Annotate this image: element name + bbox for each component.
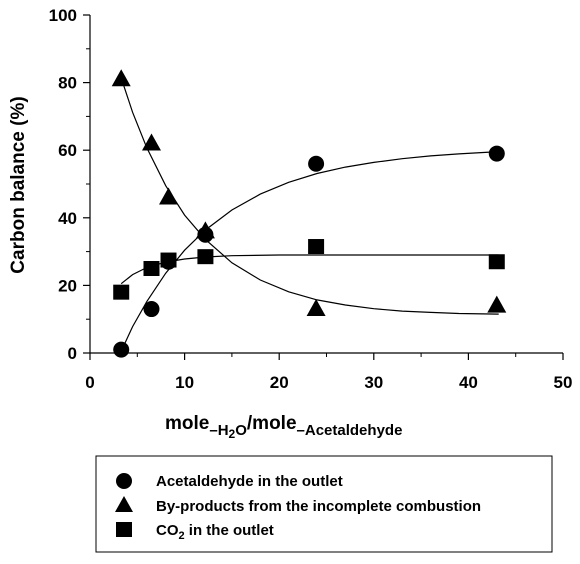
data-point-square — [143, 261, 160, 276]
data-point-triangle — [159, 187, 179, 205]
data-point-triangle — [195, 221, 215, 239]
legend-box — [95, 455, 553, 553]
legend-label-acetaldehyde: Acetaldehyde in the outlet — [156, 473, 343, 490]
x-tick-label: 10 — [175, 373, 194, 392]
data-point-circle — [308, 155, 325, 172]
x-axis-title: mole–H2O/mole–Acetaldehyde — [165, 413, 402, 441]
data-point-circle — [113, 341, 130, 358]
data-point-triangle — [111, 69, 131, 87]
y-tick-label: 20 — [58, 276, 77, 295]
data-point-circle — [143, 301, 160, 318]
legend-triangle-marker — [115, 496, 133, 512]
data-point-triangle — [141, 133, 161, 151]
data-point-square — [308, 239, 325, 255]
data-point-square — [488, 254, 505, 270]
plot-area: 0 10 20 30 40 50 0 20 40 60 80 100 — [49, 6, 573, 392]
legend-label-co2: CO2 in the outlet — [156, 522, 274, 542]
x-tick-label: 30 — [364, 373, 383, 392]
y-tick-label: 0 — [68, 344, 77, 363]
y-tick-label: 40 — [58, 209, 77, 228]
data-point-square — [113, 284, 130, 300]
legend-circle-marker — [116, 473, 132, 489]
data-point-circle — [488, 145, 505, 162]
fit-curve-series-2 — [120, 77, 499, 315]
y-tick-label: 80 — [58, 74, 77, 93]
legend: Acetaldehyde in the outlet By-products f… — [95, 455, 553, 553]
fit-curve-series-3 — [120, 254, 499, 285]
y-tick-label: 100 — [49, 6, 77, 25]
fit-curve-series-1 — [120, 151, 499, 352]
x-tick-label: 40 — [459, 373, 478, 392]
data-point-square — [160, 252, 177, 268]
data-point-square — [197, 249, 214, 265]
legend-square-marker — [116, 522, 132, 537]
x-tick-label: 20 — [270, 373, 289, 392]
x-tick-label: 50 — [554, 373, 573, 392]
x-tick-label: 0 — [85, 373, 94, 392]
y-axis-title: Carbon balance (%) — [8, 96, 29, 273]
y-tick-label: 60 — [58, 141, 77, 160]
data-point-triangle — [487, 295, 507, 313]
legend-label-byproducts: By-products from the incomplete combusti… — [156, 498, 481, 515]
data-point-triangle — [306, 299, 326, 317]
